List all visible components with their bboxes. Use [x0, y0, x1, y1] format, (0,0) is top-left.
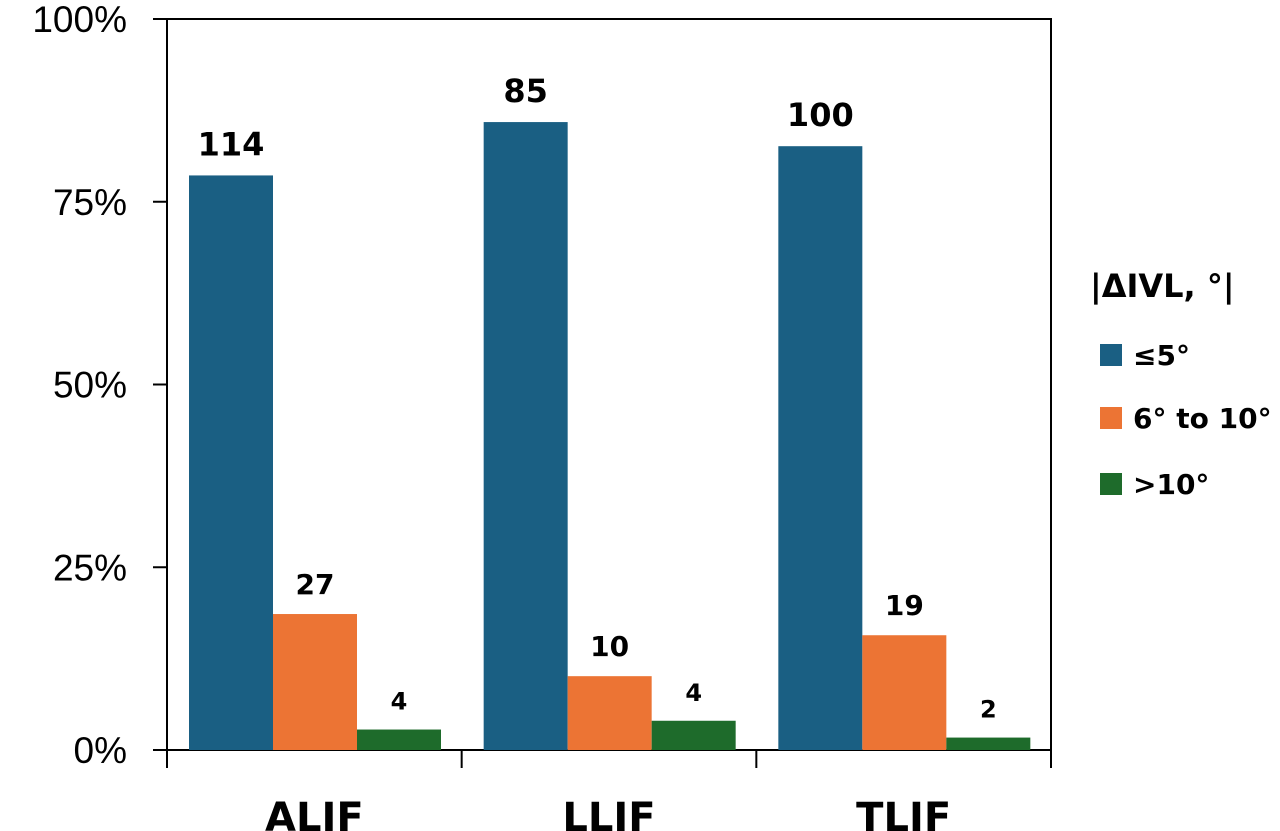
bar-alif-series-2 [273, 614, 357, 750]
bar-tlif-series-3 [946, 737, 1031, 750]
data-label: 4 [391, 688, 408, 716]
bars [189, 122, 1031, 751]
y-tick-label: 0% [74, 730, 127, 771]
data-label: 100 [787, 96, 854, 134]
data-label: 4 [685, 679, 702, 707]
legend-swatch-3 [1100, 473, 1122, 495]
legend-swatch-1 [1100, 344, 1122, 366]
bar-alif-series-3 [357, 729, 441, 750]
bar-llif-series-1 [483, 122, 568, 751]
y-tick-label: 100% [32, 0, 127, 40]
bar-tlif-series-1 [778, 146, 863, 751]
legend: |ΔIVL, °| ≤5° 6° to 10° >10° [1090, 267, 1272, 501]
data-label: 10 [590, 630, 629, 663]
y-axis: 0% 25% 50% 75% 100% [32, 0, 167, 771]
bar-alif-series-1 [189, 175, 273, 750]
legend-label-3: >10° [1133, 468, 1209, 501]
y-tick-label: 50% [53, 365, 127, 406]
data-labels: 114 85 100 27 10 19 4 4 2 [198, 72, 997, 724]
legend-label-1: ≤5° [1133, 339, 1190, 372]
bar-llif-series-3 [651, 720, 736, 750]
data-label: 85 [503, 72, 548, 110]
y-tick-label: 75% [53, 182, 127, 223]
data-label: 27 [296, 568, 335, 601]
legend-title: |ΔIVL, °| [1090, 267, 1235, 306]
bar-tlif-series-2 [862, 635, 947, 750]
category-label-alif: ALIF [265, 795, 364, 831]
data-label: 114 [198, 125, 265, 163]
category-label-tlif: TLIF [856, 795, 951, 831]
legend-label-2: 6° to 10° [1133, 402, 1272, 435]
bar-llif-series-2 [567, 676, 652, 750]
y-tick-label: 25% [53, 547, 127, 588]
legend-swatch-2 [1100, 407, 1122, 429]
x-axis: ALIF LLIF TLIF [166, 750, 1052, 831]
data-label: 19 [885, 589, 924, 622]
category-label-llif: LLIF [562, 795, 655, 831]
data-label: 2 [980, 696, 997, 724]
